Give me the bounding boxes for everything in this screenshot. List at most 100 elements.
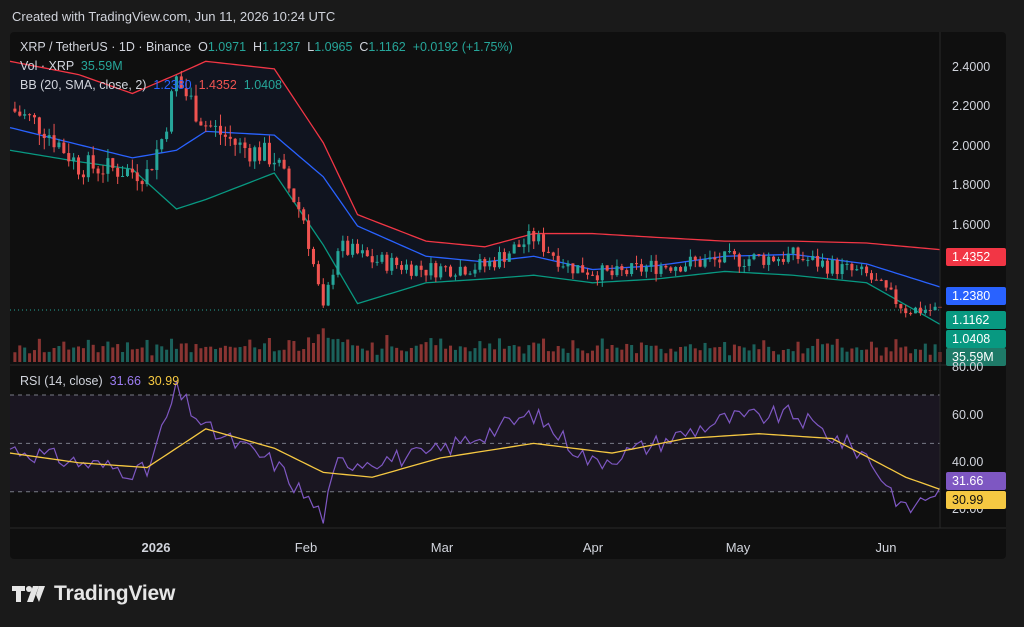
volume-bar bbox=[728, 355, 732, 362]
candle-body bbox=[473, 269, 477, 274]
volume-bar bbox=[243, 346, 247, 362]
candle-body bbox=[869, 273, 873, 280]
candle-body bbox=[762, 255, 766, 265]
volume-bar bbox=[473, 348, 477, 362]
volume-bar bbox=[282, 349, 286, 362]
volume-bar bbox=[449, 345, 453, 362]
candle-body bbox=[302, 209, 306, 221]
volume-bar bbox=[855, 347, 859, 362]
candle-body bbox=[830, 259, 834, 274]
volume-bar bbox=[918, 349, 922, 362]
candle-body bbox=[258, 147, 262, 161]
candle-body bbox=[32, 115, 36, 118]
candle-body bbox=[106, 158, 110, 174]
candle-body bbox=[468, 273, 472, 275]
volume-bar bbox=[840, 347, 844, 362]
tradingview-logo[interactable]: TradingView bbox=[12, 582, 175, 606]
candle-body bbox=[28, 114, 32, 116]
volume-bar bbox=[297, 350, 301, 362]
volume-bar bbox=[111, 347, 115, 362]
candle-body bbox=[346, 240, 350, 255]
candle-body bbox=[121, 176, 125, 178]
volume-bar bbox=[101, 346, 105, 362]
tradingview-logo-icon bbox=[12, 586, 45, 602]
volume-bar bbox=[693, 348, 697, 362]
candle-body bbox=[194, 95, 198, 122]
candle-body bbox=[96, 168, 100, 174]
volume-bar bbox=[218, 347, 222, 362]
candle-body bbox=[537, 234, 541, 242]
candle-body bbox=[57, 142, 61, 148]
candle-body bbox=[801, 259, 805, 261]
volume-bar bbox=[150, 355, 154, 362]
volume-bar bbox=[781, 349, 785, 362]
candle-body bbox=[184, 88, 188, 97]
candle-body bbox=[174, 76, 178, 92]
volume-bar bbox=[311, 342, 315, 362]
bb-label[interactable]: BB (20, SMA, close, 2) bbox=[20, 78, 147, 92]
volume-bar bbox=[463, 347, 467, 362]
volume-bar bbox=[845, 351, 849, 362]
candle-body bbox=[595, 275, 599, 281]
volume-bar bbox=[248, 339, 252, 362]
chart-panel[interactable] bbox=[10, 32, 1006, 559]
candle-body bbox=[424, 269, 428, 276]
volume-bar bbox=[336, 338, 340, 362]
volume-bar bbox=[106, 341, 110, 362]
volume-bar bbox=[62, 341, 66, 362]
candle-body bbox=[542, 234, 546, 252]
bb-band-fill bbox=[10, 61, 940, 325]
volume-bar bbox=[869, 341, 873, 362]
candle-body bbox=[47, 135, 51, 139]
volume-bar bbox=[512, 345, 516, 362]
candle-body bbox=[566, 263, 570, 267]
candle-body bbox=[791, 247, 795, 254]
volume-bar bbox=[233, 347, 237, 362]
candle-body bbox=[889, 287, 893, 290]
volume-bar bbox=[209, 346, 213, 362]
candle-body bbox=[101, 173, 105, 175]
bb-lower-line bbox=[9, 149, 941, 325]
volume-bar bbox=[331, 339, 335, 362]
candle-body bbox=[840, 264, 844, 275]
candle-body bbox=[488, 260, 492, 267]
price-tick-label: 1.6000 bbox=[952, 218, 991, 232]
candle-body bbox=[42, 133, 46, 139]
volume-bar bbox=[576, 348, 580, 362]
candle-body bbox=[918, 307, 922, 313]
volume-bar bbox=[625, 343, 629, 362]
candle-body bbox=[517, 244, 521, 247]
volume-bar bbox=[414, 345, 418, 362]
volume-bar bbox=[772, 351, 776, 362]
candle-body bbox=[914, 307, 918, 314]
volume-bar bbox=[791, 351, 795, 362]
open-value: 1.0971 bbox=[207, 40, 247, 54]
rsi-ma-value: 30.99 bbox=[147, 374, 180, 388]
volume-bar bbox=[360, 348, 364, 362]
candle-body bbox=[904, 308, 908, 314]
candle-body bbox=[806, 259, 810, 261]
candle-body bbox=[527, 231, 531, 245]
candle-body bbox=[282, 159, 286, 169]
candle-body bbox=[698, 260, 702, 267]
candle-body bbox=[341, 240, 345, 252]
volume-bar bbox=[365, 350, 369, 362]
candle-body bbox=[67, 153, 71, 162]
candle-body bbox=[620, 266, 624, 271]
volume-bar bbox=[537, 343, 541, 362]
volume-bar bbox=[385, 335, 389, 362]
volume-bar bbox=[419, 344, 423, 362]
candle-body bbox=[654, 260, 658, 274]
price-tick-label: 2.4000 bbox=[952, 60, 991, 74]
volume-bar bbox=[194, 344, 198, 362]
volume-bar bbox=[909, 353, 913, 362]
candle-body bbox=[625, 270, 629, 275]
volume-bar bbox=[654, 345, 658, 362]
candle-body bbox=[360, 250, 364, 254]
symbol-label[interactable]: XRP / TetherUS · 1D · Binance bbox=[20, 40, 192, 54]
volume-bar bbox=[830, 344, 834, 362]
rsi-label[interactable]: RSI (14, close) bbox=[20, 374, 103, 388]
volume-label[interactable]: Vol · XRP bbox=[20, 59, 74, 73]
candle-body bbox=[209, 125, 213, 127]
